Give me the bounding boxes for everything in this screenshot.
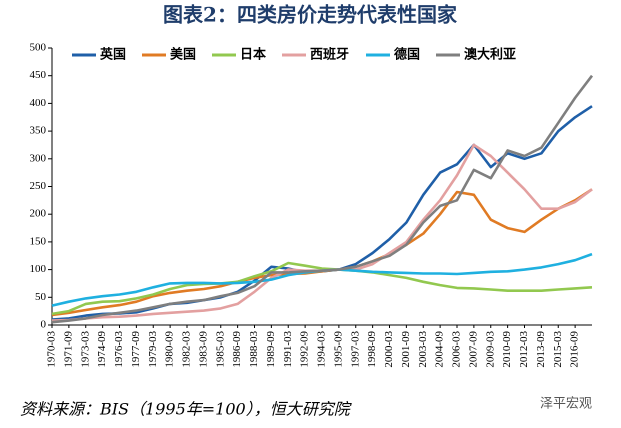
y-tick-label: 250	[30, 180, 47, 192]
y-tick-label: 100	[30, 263, 47, 275]
x-tick-label: 1971-09	[62, 331, 74, 368]
y-tick-label: 150	[30, 235, 47, 247]
watermark: 泽平宏观	[540, 397, 592, 412]
x-tick-label: 1985-03	[214, 331, 226, 368]
x-tick-label: 2000-03	[383, 331, 395, 368]
legend-label: 澳大利亚	[464, 47, 516, 63]
x-tick-label: 2007-09	[467, 331, 479, 368]
legend-label: 日本	[240, 47, 266, 63]
x-tick-label: 1991-03	[282, 331, 294, 368]
x-tick-label: 1986-09	[231, 331, 243, 368]
series-line	[51, 261, 593, 316]
x-tick-label: 1977-09	[130, 331, 142, 368]
y-tick-label: 50	[35, 291, 47, 303]
x-tick-label: 2015-03	[552, 331, 564, 368]
x-tick-label: 2003-03	[417, 331, 429, 368]
x-tick-label: 1980-09	[164, 331, 176, 368]
x-tick-label: 2016-09	[569, 331, 581, 368]
x-tick-label: 1998-09	[366, 331, 378, 368]
y-tick-label: 350	[30, 125, 47, 137]
x-tick-label: 1973-03	[79, 331, 91, 368]
x-tick-label: 1970-03	[46, 331, 58, 368]
x-tick-label: 2001-09	[400, 331, 412, 368]
x-tick-label: 1979-03	[147, 331, 159, 368]
series-line	[51, 74, 594, 324]
x-tick-label: 2012-03	[518, 331, 530, 368]
y-tick-label: 400	[30, 97, 47, 109]
x-tick-label: 2004-09	[434, 331, 446, 368]
series-line	[51, 143, 593, 322]
x-tick-label: 1982-03	[181, 331, 193, 368]
x-tick-label: 1989-09	[265, 331, 277, 368]
source-note: 资料来源：BIS（1995年=100），恒大研究院	[20, 400, 353, 419]
y-tick-label: 450	[30, 69, 47, 81]
x-tick-label: 1994-03	[316, 331, 328, 368]
x-tick-label: 2010-09	[501, 331, 513, 368]
x-tick-label: 1974-09	[96, 331, 108, 368]
y-tick-label: 200	[30, 208, 47, 220]
x-tick-label: 2009-03	[484, 331, 496, 368]
x-tick-label: 1976-03	[113, 331, 125, 368]
x-tick-label: 1983-09	[197, 331, 209, 368]
y-tick-label: 500	[30, 42, 47, 54]
legend-label: 英国	[99, 47, 126, 63]
y-tick-label: 0	[41, 319, 47, 331]
x-tick-label: 2006-03	[451, 331, 463, 368]
x-tick-label: 1997-03	[349, 331, 361, 368]
x-tick-label: 2013-09	[535, 331, 547, 368]
chart-title: 图表2：四类房价走势代表性国家	[163, 3, 458, 27]
x-tick-label: 1992-09	[299, 331, 311, 368]
series-line	[51, 188, 593, 317]
y-tick-label: 300	[30, 152, 47, 164]
legend-label: 西班牙	[310, 47, 349, 63]
x-tick-label: 1995-09	[332, 331, 344, 368]
legend-label: 美国	[170, 47, 196, 63]
x-tick-label: 1988-03	[248, 331, 260, 368]
series-line	[51, 105, 593, 321]
legend-label: 德国	[394, 47, 420, 63]
